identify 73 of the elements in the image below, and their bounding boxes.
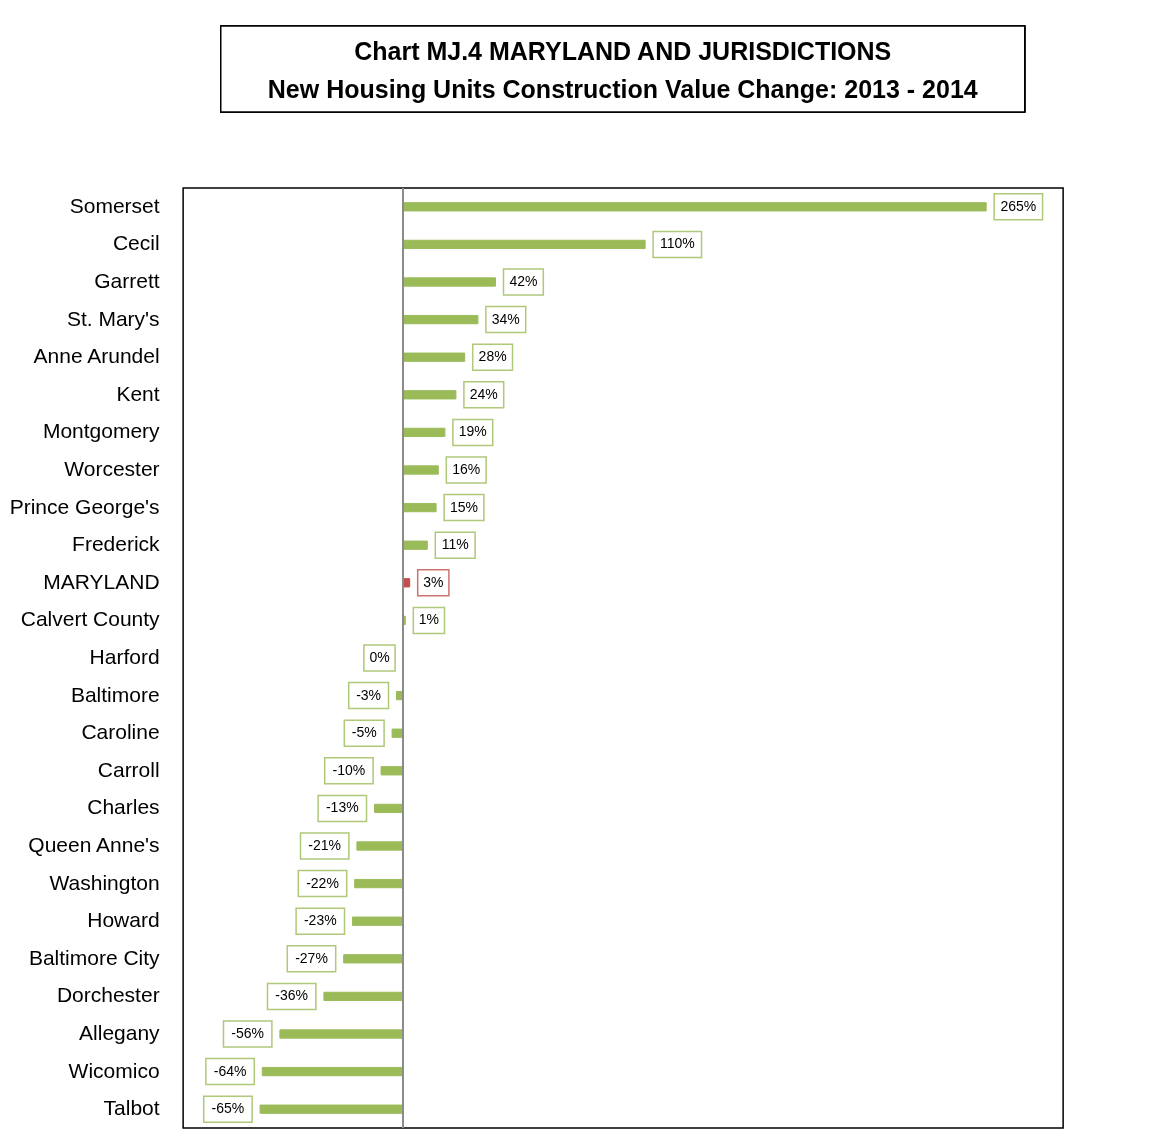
bar [380, 766, 404, 776]
data-label: -21% [308, 837, 342, 853]
data-label: -64% [213, 1062, 247, 1079]
y-tick-label: Kent [116, 381, 160, 405]
data-label: 16% [452, 461, 481, 477]
y-tick-label: MARYLAND [43, 569, 160, 593]
bar [402, 314, 479, 325]
bar [402, 352, 466, 362]
data-label: 15% [449, 498, 479, 515]
y-tick-label: Somerset [69, 193, 160, 217]
y-tick-label: Montgomery [42, 419, 161, 443]
bar [374, 803, 404, 814]
y-tick-label: Worcester [64, 457, 160, 480]
data-label: 1% [418, 611, 440, 628]
bar [259, 1104, 404, 1114]
data-label: -36% [275, 987, 309, 1004]
y-tick-label: Anne Arundel [33, 344, 160, 368]
bar [279, 1029, 404, 1039]
y-tick-label: Allegany [79, 1021, 161, 1044]
data-label: 265% [1000, 197, 1037, 214]
data-label: 24% [469, 385, 498, 402]
data-label: -23% [303, 912, 337, 929]
bar [402, 202, 987, 212]
chart-title: Chart MJ.4 MARYLAND AND JURISDICTIONS [354, 37, 892, 65]
data-label: -65% [211, 1100, 245, 1117]
chart-subtitle: New Housing Units Construction Value Change: 2013 - 2014 [267, 75, 978, 103]
bar [402, 465, 439, 475]
y-tick-label: Queen Anne's [28, 833, 160, 856]
bar [402, 390, 457, 400]
y-tick-label: Caroline [81, 720, 160, 744]
data-label: 11% [441, 536, 469, 553]
bar [402, 277, 497, 287]
y-tick-label: Prince George's [9, 494, 160, 518]
y-tick-label: Charles [87, 795, 160, 819]
y-tick-label: Garrett [94, 269, 160, 292]
data-label: 42% [509, 273, 538, 289]
data-label: -56% [231, 1025, 265, 1041]
y-tick-label: Frederick [72, 532, 161, 556]
y-tick-label: Calvert County [20, 607, 161, 631]
bar [343, 954, 404, 964]
y-tick-label: Talbot [103, 1096, 160, 1120]
y-tick-label: Washington [49, 870, 160, 894]
bar [402, 427, 446, 438]
y-tick-label: Baltimore City [28, 945, 161, 969]
data-label: -13% [325, 799, 359, 816]
data-label: 3% [423, 573, 444, 590]
bar [402, 502, 437, 513]
bar [391, 728, 404, 738]
data-label: -22% [306, 874, 339, 891]
y-tick-label: Wicomico [68, 1058, 160, 1082]
y-tick-label: Dorchester [56, 983, 160, 1007]
data-label: 19% [458, 423, 487, 440]
data-label: -3% [356, 686, 382, 703]
y-tick-label: Howard [87, 908, 160, 932]
data-label: -5% [351, 724, 377, 741]
bar [261, 1066, 404, 1077]
y-tick-label: Harford [89, 645, 160, 668]
y-tick-label: Baltimore [70, 682, 160, 706]
data-label: 0% [369, 649, 390, 665]
data-label: -10% [332, 761, 366, 778]
y-tick-label: St. Mary's [66, 306, 160, 330]
bar [356, 841, 404, 851]
data-label: -27% [295, 949, 328, 966]
bar [352, 916, 404, 926]
y-tick-label: Carroll [97, 757, 160, 781]
bar [323, 991, 404, 1002]
bar [402, 239, 646, 250]
y-tick-label: Cecil [112, 231, 160, 255]
data-label: 110% [659, 235, 695, 252]
data-label: 28% [478, 348, 507, 365]
bar [402, 540, 428, 550]
data-label: 34% [491, 310, 520, 327]
bar [354, 878, 404, 889]
